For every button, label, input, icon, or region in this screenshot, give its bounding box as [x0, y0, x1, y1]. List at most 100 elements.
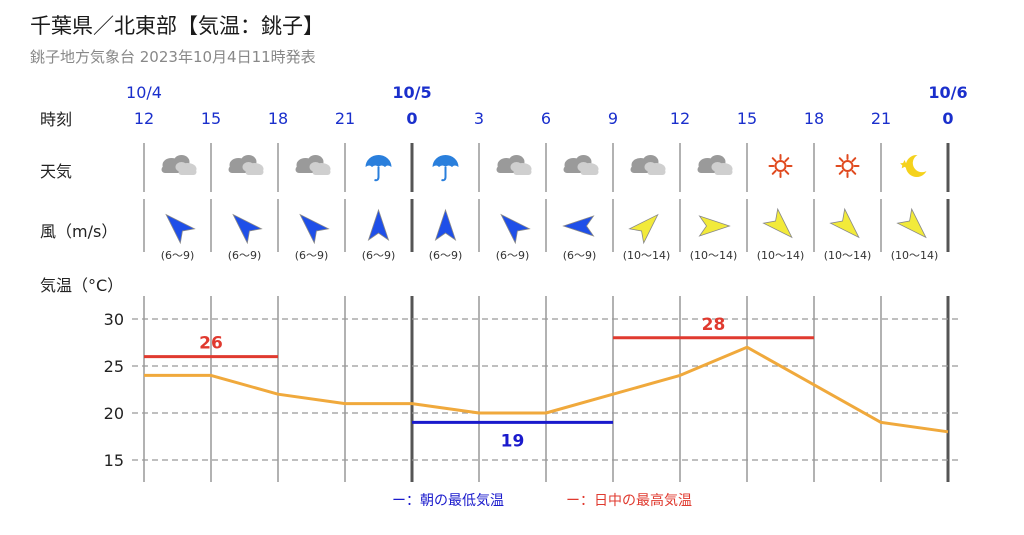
wind-arrow	[829, 207, 860, 239]
wind-arrow-shape	[762, 207, 793, 239]
umbrella-icon	[432, 155, 459, 182]
y-tick-label: 25	[104, 357, 124, 376]
wind-arrow	[628, 213, 659, 245]
wind-arrow-shape	[434, 208, 457, 242]
hour-tick-label: 21	[335, 109, 355, 128]
legend-high-label: ：日中の最高気温	[580, 493, 692, 509]
sun-icon	[768, 154, 793, 178]
cloud-base-light	[580, 169, 599, 175]
wind-arrow-shape	[829, 207, 860, 239]
sun-ray	[838, 157, 844, 163]
wind-arrow	[500, 213, 531, 245]
wind-speed-label: (6～9)	[362, 249, 396, 262]
cloud-icon	[161, 155, 197, 175]
hour-tick-label: 12	[134, 109, 154, 128]
moon-icon	[900, 154, 927, 177]
cloud-base-light	[245, 169, 264, 175]
sun-core	[841, 160, 854, 172]
high-temp-label: 28	[702, 315, 726, 335]
hour-tick-label: 3	[474, 109, 484, 128]
wind-arrow	[367, 208, 390, 242]
sun-ray	[771, 169, 777, 175]
umbrella-handle	[374, 167, 380, 182]
y-tick-label: 15	[104, 451, 124, 470]
cloud-icon	[496, 155, 532, 175]
wind-speed-label: (6～9)	[429, 249, 463, 262]
wind-speed-label: (10～14)	[824, 249, 872, 262]
y-tick-label: 20	[104, 404, 124, 423]
sun-core	[774, 160, 787, 172]
hour-tick-label: 6	[541, 109, 551, 128]
y-tick-label: 30	[104, 310, 124, 329]
hour-tick-label: 12	[670, 109, 690, 128]
wind-arrow	[299, 213, 330, 245]
cloud-base-light	[714, 169, 733, 175]
cloud-base-light	[312, 169, 331, 175]
cloud-icon	[630, 155, 666, 175]
hour-tick-label: 0	[406, 109, 417, 128]
wind-arrow-shape	[500, 213, 531, 245]
umbrella-canopy	[365, 155, 392, 167]
moon-crescent	[905, 154, 927, 177]
sun-ray	[784, 169, 790, 175]
wind-arrow-shape	[628, 213, 659, 245]
wind-arrow-shape	[698, 215, 731, 237]
page-subtitle: 銚子地方気象台 2023年10月4日11時発表	[30, 48, 316, 66]
wind-arrow	[232, 213, 263, 245]
wind-speed-label: (10～14)	[757, 249, 805, 262]
hour-tick-label: 9	[608, 109, 618, 128]
date-label: 10/6	[928, 83, 967, 102]
cloud-icon	[295, 155, 331, 175]
low-temp-label: 19	[501, 431, 525, 451]
umbrella-icon	[365, 155, 392, 182]
sun-ray	[784, 157, 790, 163]
page-title: 千葉県／北東部【気温：銚子】	[30, 14, 324, 38]
wind-speed-label: (6～9)	[228, 249, 262, 262]
moon-star	[900, 160, 909, 169]
wind-speed-label: (6～9)	[161, 249, 195, 262]
date-label: 10/4	[126, 83, 162, 102]
cloud-base-light	[513, 169, 532, 175]
wind-arrow-shape	[562, 215, 595, 237]
legend-low-label: ：朝の最低気温	[406, 493, 504, 509]
hour-tick-label: 18	[804, 109, 824, 128]
umbrella-canopy	[432, 155, 459, 167]
legend-low-swatch: ー	[392, 493, 406, 509]
wind-speed-label: (6～9)	[563, 249, 597, 262]
wind-speed-label: (10～14)	[690, 249, 738, 262]
cloud-icon	[697, 155, 733, 175]
wind-speed-label: (6～9)	[496, 249, 530, 262]
hour-tick-label: 0	[942, 109, 953, 128]
hour-tick-label: 15	[201, 109, 221, 128]
wind-row-label: 風（m/s）	[40, 222, 118, 241]
wind-speed-label: (6～9)	[295, 249, 329, 262]
wind-arrow	[698, 215, 731, 237]
sun-ray	[851, 157, 857, 163]
wind-arrow	[762, 207, 793, 239]
weather-row-label: 天気	[40, 162, 73, 181]
sun-icon	[835, 154, 860, 178]
wind-arrow-shape	[165, 213, 196, 245]
wind-arrow	[165, 213, 196, 245]
sun-ray	[851, 169, 857, 175]
cloud-icon	[228, 155, 264, 175]
legend-low: ー：朝の最低気温	[392, 490, 504, 510]
cloud-base-light	[178, 169, 197, 175]
wind-speed-label: (10～14)	[891, 249, 939, 262]
hour-tick-label: 18	[268, 109, 288, 128]
date-label: 10/5	[392, 83, 431, 102]
hour-tick-label: 15	[737, 109, 757, 128]
high-temp-label: 26	[199, 334, 223, 354]
temp-row-label: 気温（°C）	[40, 276, 124, 295]
sun-ray	[838, 169, 844, 175]
cloud-icon	[563, 155, 599, 175]
sun-ray	[771, 157, 777, 163]
wind-arrow	[434, 208, 457, 242]
wind-arrow-shape	[367, 208, 390, 242]
wind-arrow-shape	[232, 213, 263, 245]
wind-speed-label: (10～14)	[623, 249, 671, 262]
wind-arrow-shape	[299, 213, 330, 245]
legend-high: ー：日中の最高気温	[566, 490, 692, 510]
wind-arrow-shape	[896, 207, 927, 239]
